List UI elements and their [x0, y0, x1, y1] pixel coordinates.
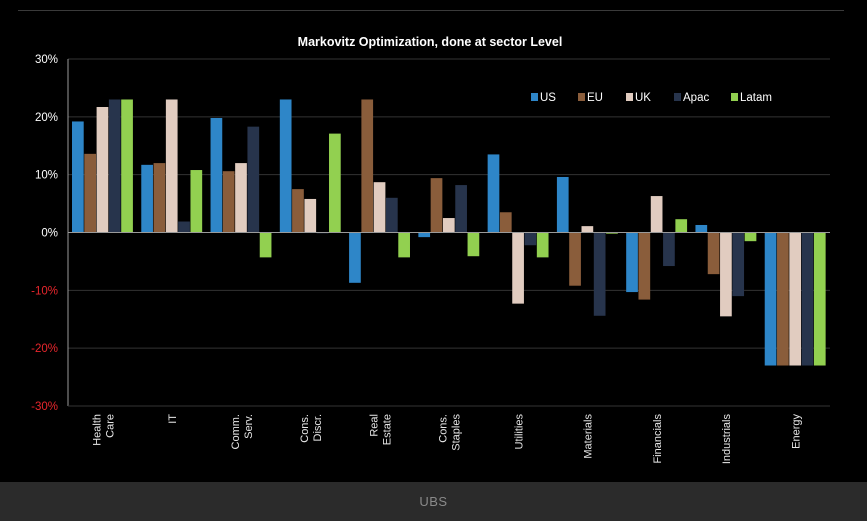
- bar-apac: [108, 99, 121, 233]
- legend-swatch-apac: [674, 93, 681, 101]
- axes: [67, 59, 830, 407]
- y-tick-label: 30%: [35, 54, 58, 66]
- bar-apac: [455, 185, 467, 233]
- bar-apac: [247, 126, 260, 233]
- bar-us: [210, 117, 223, 233]
- top-divider: [18, 10, 844, 11]
- category-labels: Health Care IT Comm. Serv. Cons. Discr. Real Est…: [91, 414, 802, 465]
- bar-us: [72, 121, 84, 233]
- legend-swatch-us: [531, 93, 538, 101]
- bar-us: [626, 232, 638, 293]
- bar-us: [279, 99, 292, 233]
- category-label: Utilities: [513, 414, 525, 450]
- category-label: Health: [91, 414, 103, 446]
- bar-latam: [329, 133, 341, 233]
- bar-us: [556, 176, 569, 233]
- footer-bar: UBS: [0, 482, 867, 521]
- bar-apac: [801, 232, 814, 366]
- category-label: Materials: [583, 414, 595, 459]
- category-label: Comm.: [230, 414, 242, 449]
- bar-uk: [442, 218, 455, 233]
- bar-eu: [84, 153, 96, 233]
- legend-swatch-uk: [626, 93, 633, 101]
- footer-label: UBS: [419, 494, 448, 509]
- bar-latam: [190, 170, 203, 233]
- bar-uk: [512, 232, 524, 304]
- y-axis-ticks: 30% 20% 10% 0% -10% -20% -30%: [31, 54, 58, 413]
- bar-latam: [467, 232, 480, 257]
- bar-eu: [222, 171, 235, 233]
- bar-eu: [499, 212, 512, 233]
- legend: US EU UK Apac Latam: [531, 92, 772, 104]
- bar-uk: [789, 232, 802, 366]
- bar-us: [487, 154, 500, 233]
- category-label: Financials: [652, 414, 664, 464]
- bar-us: [695, 224, 708, 233]
- bar-latam: [398, 232, 410, 258]
- legend-label-eu: EU: [587, 92, 603, 104]
- category-label: Discr.: [312, 414, 324, 442]
- category-label: Estate: [381, 414, 393, 445]
- legend-swatch-eu: [578, 93, 585, 101]
- bar-uk: [96, 107, 109, 233]
- bars: [72, 99, 826, 366]
- y-tick-label: -20%: [31, 343, 58, 355]
- legend-swatch-latam: [731, 93, 738, 101]
- bar-latam: [536, 232, 549, 258]
- bar-apac: [524, 232, 537, 246]
- bar-eu: [707, 232, 720, 275]
- legend-label-uk: UK: [635, 92, 651, 104]
- bar-latam: [813, 232, 826, 366]
- bar-eu: [292, 189, 304, 233]
- bar-eu: [777, 232, 789, 366]
- bar-uk: [581, 226, 594, 233]
- bar-eu: [361, 99, 374, 233]
- y-tick-label: -30%: [31, 401, 58, 413]
- bar-eu: [638, 232, 651, 300]
- bar-uk: [165, 99, 178, 233]
- bar-eu: [430, 178, 443, 233]
- legend-label-apac: Apac: [683, 92, 709, 104]
- legend-label-us: US: [540, 92, 556, 104]
- category-label: Industrials: [721, 414, 733, 465]
- category-label: Serv.: [243, 414, 255, 439]
- bar-latam: [121, 99, 133, 233]
- bar-uk: [304, 198, 317, 233]
- category-label: Staples: [451, 414, 463, 451]
- bar-latam: [259, 232, 272, 258]
- bar-uk: [235, 163, 247, 233]
- y-tick-label: 0%: [41, 228, 58, 240]
- bar-apac: [732, 232, 745, 297]
- bar-uk: [650, 196, 663, 233]
- category-label: Cons.: [438, 414, 450, 443]
- bar-us: [349, 232, 361, 283]
- bar-us: [141, 164, 153, 233]
- category-label: Cons.: [299, 414, 311, 443]
- category-label: IT: [167, 414, 179, 424]
- bar-latam: [606, 232, 618, 234]
- chart-title: Markovitz Optimization, done at sector L…: [298, 35, 563, 49]
- bar-apac: [385, 197, 398, 233]
- bar-uk: [373, 182, 386, 233]
- bar-eu: [569, 232, 581, 286]
- category-label: Care: [104, 414, 116, 438]
- y-tick-label: -10%: [31, 285, 58, 297]
- bar-us: [418, 232, 431, 238]
- bar-eu: [153, 163, 166, 233]
- category-label: Energy: [790, 414, 802, 449]
- bar-latam: [744, 232, 757, 242]
- bar-apac: [593, 232, 606, 316]
- bar-uk: [720, 232, 732, 317]
- y-tick-label: 20%: [35, 112, 58, 124]
- bar-latam: [675, 219, 688, 233]
- legend-label-latam: Latam: [740, 92, 772, 104]
- category-label: Real: [368, 414, 380, 437]
- bar-us: [764, 232, 777, 366]
- y-tick-label: 10%: [35, 170, 58, 182]
- bar-chart: Markovitz Optimization, done at sector L…: [31, 35, 830, 465]
- bar-apac: [663, 232, 675, 267]
- bar-apac: [178, 221, 190, 233]
